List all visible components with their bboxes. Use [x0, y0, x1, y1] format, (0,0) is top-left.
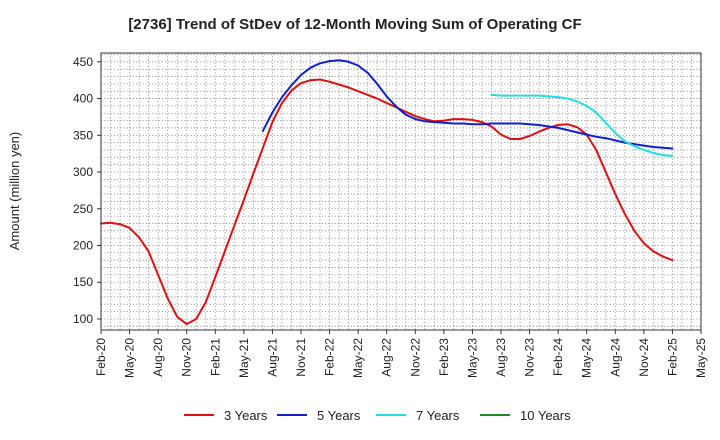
x-tick-label: May-23: [465, 338, 479, 378]
x-tick-label: May-25: [694, 338, 708, 378]
x-tick-label: Feb-21: [208, 338, 222, 376]
x-tick-label: Nov-21: [294, 338, 308, 377]
x-tick-label: Nov-24: [637, 338, 651, 377]
chart-title: [2736] Trend of StDev of 12-Month Moving…: [128, 16, 581, 33]
x-tick-label: Nov-20: [180, 338, 194, 377]
series-line-5-years: [261, 59, 674, 150]
y-tick-label: 250: [73, 202, 93, 216]
series-layer: [100, 59, 674, 326]
legend-label-10-years: 10 Years: [520, 408, 571, 423]
x-tick-label: Aug-24: [608, 338, 622, 377]
x-tick-label: May-21: [237, 338, 251, 378]
x-tick-label: May-20: [123, 338, 137, 378]
y-tick-label: 450: [73, 55, 93, 69]
x-tick-label: Aug-20: [151, 338, 165, 377]
x-axis-ticks: Feb-20 May-20 Aug-20 Nov-20 Feb-21 May-21 Aug-…: [94, 330, 708, 378]
x-tick-label: Nov-23: [523, 338, 537, 377]
x-tick-label: Feb-20: [94, 338, 108, 376]
series-line-7-years: [490, 93, 674, 157]
y-tick-label: 150: [73, 275, 93, 289]
x-tick-label: May-22: [351, 338, 365, 378]
y-tick-label: 100: [73, 312, 93, 326]
x-tick-label: Nov-22: [408, 338, 422, 377]
x-tick-label: Aug-22: [380, 338, 394, 377]
y-tick-label: 300: [73, 165, 93, 179]
x-tick-label: Feb-25: [665, 338, 679, 376]
y-tick-label: 200: [73, 239, 93, 253]
x-tick-label: Feb-22: [323, 338, 337, 376]
plot-area-border: [100, 52, 702, 331]
y-tick-label: 350: [73, 128, 93, 142]
y-axis-ticks: 100 150 200 250 300 350 400 450: [73, 55, 101, 326]
legend: 3 Years 5 Years 7 Years 10 Years: [184, 408, 571, 423]
legend-label-7-years: 7 Years: [416, 408, 460, 423]
x-tick-label: Aug-21: [265, 338, 279, 377]
y-tick-label: 400: [73, 92, 93, 106]
x-tick-label: Feb-23: [437, 338, 451, 376]
series-line-3-years: [100, 78, 674, 326]
x-tick-label: Aug-23: [494, 338, 508, 377]
y-axis-label: Amount (million yen): [7, 132, 22, 251]
legend-label-3-years: 3 Years: [224, 408, 268, 423]
x-tick-label: Feb-24: [551, 338, 565, 376]
x-tick-label: May-24: [580, 338, 594, 378]
grid: [101, 53, 701, 330]
legend-label-5-years: 5 Years: [317, 408, 361, 423]
